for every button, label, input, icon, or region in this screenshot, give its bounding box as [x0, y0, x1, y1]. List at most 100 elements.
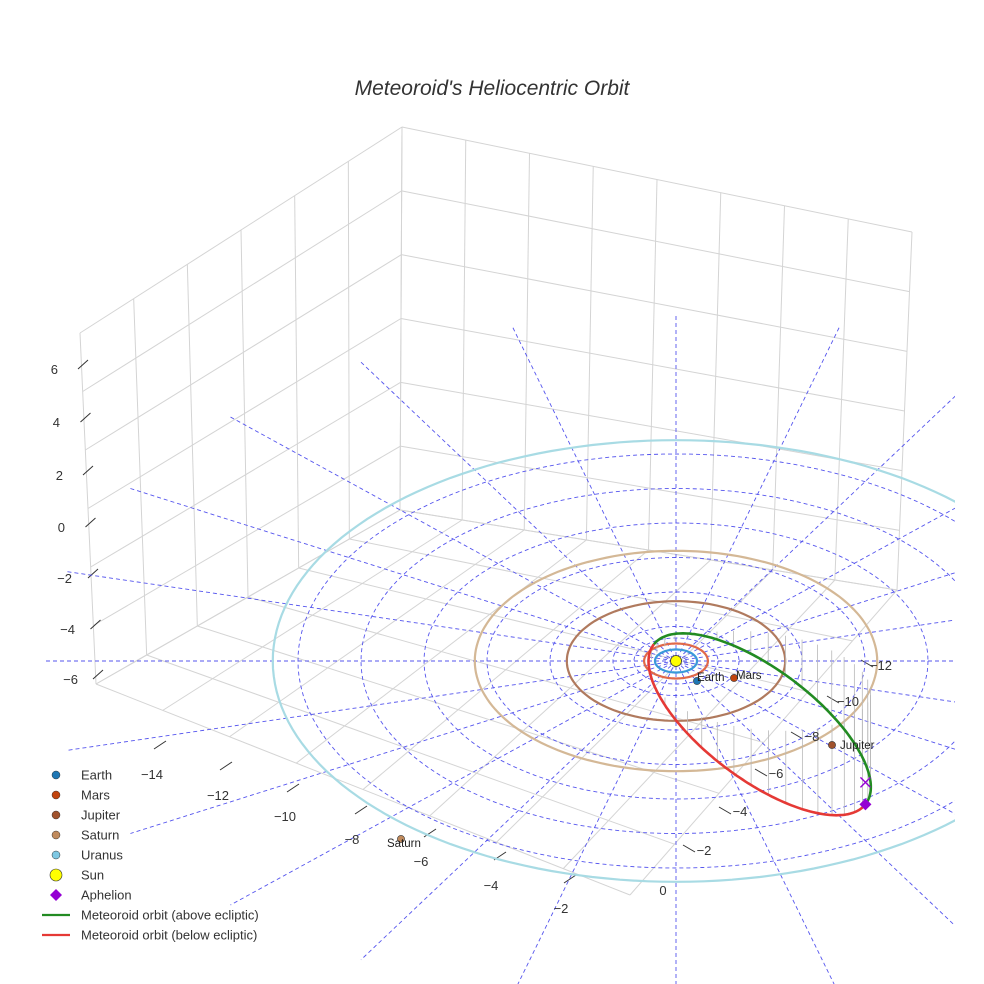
grid-line [298, 567, 809, 693]
x-tick-mark [219, 761, 233, 771]
y-tick-mark [826, 695, 840, 704]
y-tick-mark [790, 731, 804, 740]
grid-line [401, 254, 908, 352]
legend-item-jupiter: Jupiter [51, 808, 121, 823]
x-tick: −10 [274, 809, 296, 824]
ecliptic-spoke [517, 327, 840, 984]
grid-line [90, 381, 401, 568]
z-tick: 0 [58, 520, 65, 535]
x-tick: −8 [345, 832, 360, 847]
earth-label: Earth [697, 672, 725, 684]
planet-marker-saturn [397, 835, 405, 843]
y-tick-mark [754, 768, 768, 777]
legend-item-above: Meteoroid orbit (above ecliptic) [42, 908, 259, 923]
legend-item-saturn: Saturn [51, 828, 119, 843]
legend-item-earth: Earth [51, 768, 112, 783]
z-tick: 2 [56, 468, 63, 483]
x-tick-mark [153, 740, 167, 750]
legend-item-below: Meteoroid orbit (below ecliptic) [42, 928, 257, 943]
meteoroid-orbit-above [652, 631, 873, 806]
x-tick-mark [563, 874, 577, 884]
legend-marker-sun [49, 868, 63, 882]
z-tick: 4 [53, 415, 60, 430]
grid-line [87, 318, 402, 509]
legend-item-aphelion: Aphelion [50, 888, 132, 903]
z-tick-mark [87, 568, 99, 579]
orbit-jupiter [565, 600, 787, 722]
chart-title: Meteoroid's Heliocentric Orbit [355, 77, 631, 100]
x-tick-mark [354, 805, 368, 815]
grid-line [400, 381, 903, 472]
x-axis-ticks: −14 −12 −10 −8 −6 −4 −2 0 [141, 767, 667, 916]
legend-label: Meteoroid orbit (above ecliptic) [81, 908, 259, 923]
x-tick-mark [286, 783, 300, 793]
x-tick: −14 [141, 767, 163, 782]
legend: Earth Mars Jupiter Saturn Uranus Sun Aph… [42, 768, 259, 943]
grid-line [401, 190, 910, 293]
x-tick: 0 [659, 883, 666, 898]
x-tick: −6 [414, 854, 429, 869]
orbit-uranus [271, 439, 955, 883]
grid-line [82, 190, 402, 392]
orbit-earth [653, 648, 699, 674]
legend-label: Sun [81, 868, 104, 883]
grid-line [399, 509, 898, 591]
x-tick-mark [423, 828, 437, 838]
x-tick: −2 [554, 901, 569, 916]
grid-line [197, 625, 720, 794]
grid-line [400, 445, 900, 531]
z-tick: 6 [51, 362, 58, 377]
legend-label: Earth [81, 768, 112, 783]
planet-marker-mars [730, 674, 738, 682]
sun-marker [670, 655, 682, 667]
aphelion-x-marker [859, 776, 871, 788]
z-tick-mark [80, 412, 91, 423]
z-axis-ticks: 6 4 2 0 −2 −4 −6 [51, 362, 78, 687]
z-tick-mark [90, 619, 101, 630]
y-tick: −2 [697, 843, 712, 858]
meteoroid-orbit [647, 630, 873, 817]
legend-label: Saturn [81, 828, 119, 843]
y-tick-mark [682, 844, 696, 853]
y-tick: −12 [870, 658, 892, 673]
aphelion-marker [859, 798, 872, 811]
grid-line [400, 318, 905, 412]
legend-marker-aphelion [50, 889, 62, 901]
ecliptic-spoke [67, 619, 955, 751]
legend-label: Meteoroid orbit (below ecliptic) [81, 928, 257, 943]
grid-line [247, 596, 764, 743]
y-tick-mark [718, 806, 732, 815]
y-tick: −8 [805, 729, 820, 744]
legend-marker-saturn [51, 830, 61, 840]
grid-line [95, 683, 631, 896]
legend-item-uranus: Uranus [51, 848, 123, 863]
body-markers [397, 655, 872, 843]
grid-line [146, 654, 675, 845]
legend-marker-mars [51, 790, 61, 800]
z-tick-mark [92, 669, 104, 680]
meteoroid-orbit-below [647, 643, 867, 817]
saturn-label: Saturn [387, 838, 421, 850]
grid-line [401, 126, 913, 233]
y-axis-ticks: −12 −10 −8 −6 −4 −2 [697, 658, 892, 858]
jupiter-label: Jupiter [840, 740, 875, 752]
legend-label: Uranus [81, 848, 123, 863]
planet-orbits [271, 439, 955, 883]
grid-line [93, 445, 401, 626]
mars-label: Mars [736, 670, 762, 682]
legend-marker-jupiter [51, 810, 61, 820]
y-tick: −4 [733, 804, 748, 819]
ecliptic-spoke [130, 572, 955, 834]
z-tick: −2 [57, 571, 72, 586]
planet-marker-earth [693, 677, 701, 685]
grid-line [79, 126, 403, 334]
y-tick-mark [860, 659, 874, 668]
planet-marker-jupiter [828, 741, 836, 749]
y-tick: −6 [769, 766, 784, 781]
x-tick: −12 [207, 788, 229, 803]
axis-box [77, 126, 913, 896]
legend-marker-uranus [51, 850, 61, 860]
z-tick-mark [82, 465, 94, 476]
orbit-mars [643, 642, 709, 680]
